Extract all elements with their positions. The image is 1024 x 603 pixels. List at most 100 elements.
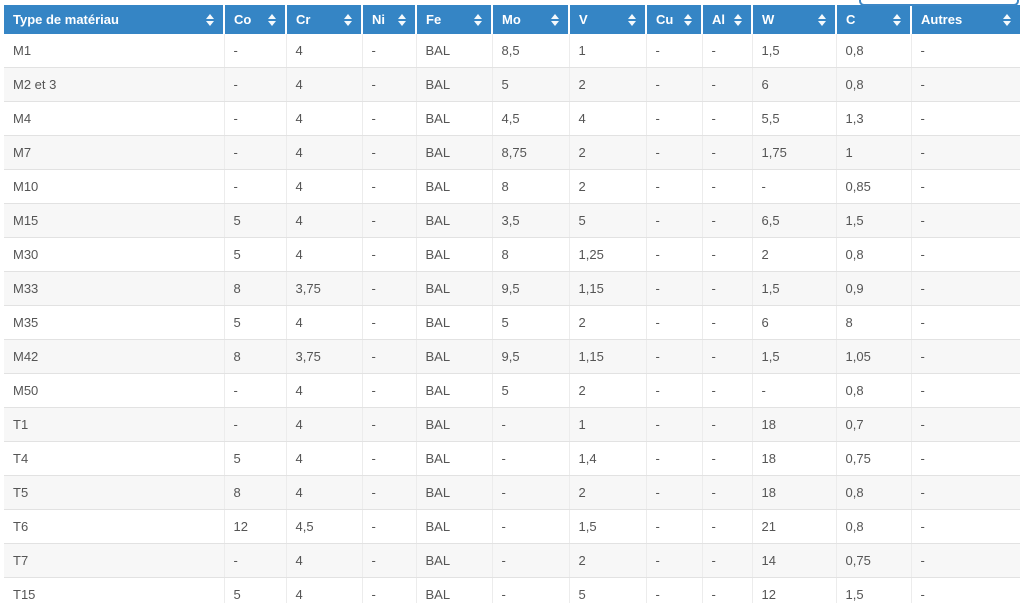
material-name-cell: M1 — [4, 34, 225, 68]
sort-icon[interactable] — [344, 13, 352, 26]
table-cell: 9,5 — [492, 271, 570, 306]
table-cell: - — [702, 101, 753, 136]
table-cell: - — [702, 135, 753, 170]
column-header[interactable]: W — [752, 5, 837, 34]
table-cell: - — [911, 101, 1020, 136]
table-cell: 1,15 — [569, 271, 647, 306]
table-cell: 8 — [492, 237, 570, 272]
table-cell: - — [752, 169, 837, 204]
sort-icon[interactable] — [551, 13, 559, 26]
table-cell: - — [911, 67, 1020, 102]
material-name-cell: T7 — [4, 543, 225, 578]
table-cell: 6 — [752, 67, 837, 102]
sort-icon[interactable] — [206, 13, 214, 26]
table-cell: - — [492, 577, 570, 603]
table-body: M1-4- BAL 8,5 1- -1,5 0,8- M2 et 3-4- BAL 5 2- -6 0… — [4, 34, 1020, 603]
table-cell: - — [702, 475, 753, 510]
column-header[interactable]: Ni — [362, 5, 417, 34]
sort-icon[interactable] — [268, 13, 276, 26]
table-cell: 6,5 — [752, 203, 837, 238]
table-cell: 2 — [569, 67, 647, 102]
table-cell: 0,8 — [836, 237, 912, 272]
table-cell: 8 — [224, 475, 287, 510]
table-cell: 2 — [569, 305, 647, 340]
table-cell: - — [362, 271, 417, 306]
table-cell: 12 — [224, 509, 287, 544]
sort-desc-icon — [344, 20, 352, 26]
table-row: T1-4- BAL -1- -18 0,7- — [4, 407, 1020, 442]
column-header-label: Ni — [372, 12, 385, 27]
table-cell: 4,5 — [492, 101, 570, 136]
table-cell: - — [224, 407, 287, 442]
table-cell: - — [911, 305, 1020, 340]
table-cell: 1,5 — [836, 203, 912, 238]
table-cell: - — [362, 169, 417, 204]
table-cell: - — [752, 373, 837, 408]
table-cell: - — [911, 169, 1020, 204]
material-name-cell: T5 — [4, 475, 225, 510]
table-cell: 5 — [569, 203, 647, 238]
table-cell: BAL — [416, 339, 493, 374]
table-cell: - — [646, 34, 703, 68]
table-cell: - — [362, 67, 417, 102]
table-cell: BAL — [416, 509, 493, 544]
table-cell: 2 — [569, 475, 647, 510]
table-cell: - — [362, 509, 417, 544]
table-cell: 0,9 — [836, 271, 912, 306]
sort-desc-icon — [206, 20, 214, 26]
sort-icon[interactable] — [398, 13, 406, 26]
table-cell: 4 — [286, 67, 363, 102]
column-header[interactable]: Co — [224, 5, 287, 34]
column-header[interactable]: Cu — [646, 5, 703, 34]
table-cell: - — [702, 169, 753, 204]
column-header-label: Cr — [296, 12, 311, 27]
table-cell: 0,8 — [836, 67, 912, 102]
sort-desc-icon — [734, 20, 742, 26]
column-header[interactable]: V — [569, 5, 647, 34]
material-name-cell: M33 — [4, 271, 225, 306]
material-name-cell: M50 — [4, 373, 225, 408]
table-cell: - — [362, 339, 417, 374]
sort-icon[interactable] — [474, 13, 482, 26]
table-cell: - — [492, 407, 570, 442]
table-cell: - — [646, 339, 703, 374]
search-input[interactable] — [859, 0, 1019, 6]
column-header[interactable]: Al — [702, 5, 753, 34]
sort-icon[interactable] — [684, 13, 692, 26]
table-cell: 2 — [752, 237, 837, 272]
table-cell: 1 — [569, 34, 647, 68]
table-cell: BAL — [416, 67, 493, 102]
table-cell: 1,15 — [569, 339, 647, 374]
table-cell: - — [492, 509, 570, 544]
table-row: M15 5 4- BAL 3,5 5- -6,5 1,5- — [4, 203, 1020, 238]
sort-icon[interactable] — [734, 13, 742, 26]
table-row: M35 5 4- BAL 5 2- -6 8- — [4, 305, 1020, 340]
sort-icon[interactable] — [628, 13, 636, 26]
sort-icon[interactable] — [893, 13, 901, 26]
column-header[interactable]: Cr — [286, 5, 363, 34]
sort-icon[interactable] — [1003, 13, 1011, 26]
table-cell: 1,4 — [569, 441, 647, 476]
column-header[interactable]: Type de matériau — [4, 5, 225, 34]
column-header[interactable]: Autres — [911, 5, 1020, 34]
table-cell: 4 — [286, 577, 363, 603]
table-cell: BAL — [416, 237, 493, 272]
table-cell: - — [911, 373, 1020, 408]
column-header[interactable]: C — [836, 5, 912, 34]
material-name-cell: M42 — [4, 339, 225, 374]
column-header[interactable]: Mo — [492, 5, 570, 34]
table-cell: BAL — [416, 543, 493, 578]
table-cell: - — [646, 407, 703, 442]
table-cell: - — [362, 135, 417, 170]
table-cell: BAL — [416, 169, 493, 204]
table-row: T5 8 4- BAL -2- -18 0,8- — [4, 475, 1020, 510]
sort-icon[interactable] — [818, 13, 826, 26]
table-cell: - — [911, 407, 1020, 442]
material-name-cell: M4 — [4, 101, 225, 136]
sort-desc-icon — [818, 20, 826, 26]
column-header[interactable]: Fe — [416, 5, 493, 34]
table-cell: 18 — [752, 475, 837, 510]
table-cell: - — [702, 441, 753, 476]
table-cell: - — [646, 271, 703, 306]
